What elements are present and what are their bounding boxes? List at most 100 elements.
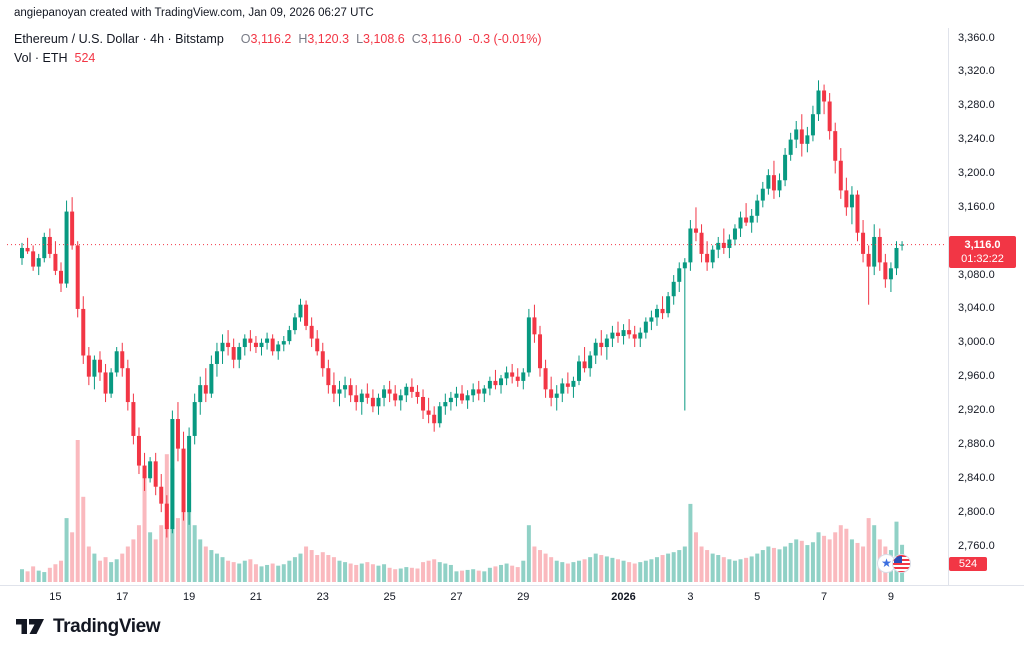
price-tick-label: 3,040.0 [958,302,995,315]
volume-bar [866,518,871,582]
volume-bar [309,550,314,582]
volume-label[interactable]: Vol · ETH [14,50,68,65]
candle-body [565,383,570,387]
volume-bar [36,570,41,582]
volume-bar [75,440,80,582]
volume-bar [81,496,86,582]
volume-bar [838,525,843,582]
volume-bar [64,518,69,582]
candle-body [281,341,286,345]
candle-body [632,334,637,339]
volume-bar [671,552,676,582]
candle-body [343,385,348,390]
candle-body [660,308,665,314]
volume-bar [315,555,320,582]
candle-body [292,317,297,331]
candle-body [320,351,325,369]
candle-body [187,435,192,513]
time-axis[interactable]: 15 17 19 21 23 25 27 29 2026 3 5 7 9 [0,585,1024,612]
candle-body [844,190,849,208]
volume-bar [304,546,309,582]
tradingview-logo-text: TradingView [53,615,161,637]
candle-body [588,355,593,369]
candle-body [209,363,214,394]
candle-body [131,402,136,436]
volume-bar [287,560,292,582]
price-tick-label: 2,800.0 [958,505,995,518]
candle-body [671,281,676,297]
candle-body [549,389,554,398]
volume-bar [320,552,325,582]
volume-bar [666,553,671,582]
volume-bar [526,525,531,582]
volume-bar [337,560,342,582]
candle-body [86,355,91,377]
volume-bar [810,542,815,582]
volume-bar [510,565,515,582]
symbol-info-row: Ethereum / U.S. Dollar · 4h · Bitstamp O… [14,29,542,48]
volume-bar [220,557,225,582]
candle-body [816,90,821,115]
volume-bar [181,503,186,582]
tradingview-logo[interactable]: TradingView [16,615,161,638]
time-tick-label: 27 [450,591,463,603]
candle-body [70,211,75,246]
volume-bar [125,546,130,582]
candle-body [894,247,899,269]
volume-bar [114,559,119,582]
volume-bar [281,564,286,582]
price-axis[interactable]: 3,360.0 3,320.0 3,280.0 3,240.0 3,200.0 3,160… [948,28,1024,585]
volume-bar [482,571,487,582]
volume-bar [621,560,626,582]
low-value: 3,108.6 [363,31,405,46]
candle-body [387,389,392,394]
sticker-icons[interactable]: ★ [877,554,911,573]
volume-bar [209,550,214,582]
volume-bar [203,546,208,582]
volume-bar [460,570,465,582]
symbol-title[interactable]: Ethereum / U.S. Dollar · 4h · Bitstamp [14,31,224,46]
candle-body [64,211,69,284]
candle-body [855,194,860,233]
volume-bar [604,556,609,582]
volume-axis-badge: 524 [949,557,987,571]
volume-bar [799,540,804,582]
time-tick-label: 21 [249,591,263,603]
candle-body [170,419,175,530]
candle-body [237,347,242,360]
candle-body [654,308,659,318]
candle-body [861,232,866,254]
volume-bar [259,566,264,582]
candle-body [638,332,643,339]
volume-bar [292,557,297,582]
candle-body [248,338,253,343]
close-value: 3,116.0 [420,31,462,46]
candle-body [783,154,788,181]
candle-body [738,217,743,229]
candle-body [705,253,710,263]
price-tick-label: 3,280.0 [958,99,995,112]
volume-value: 524 [74,50,96,65]
star-sticker-icon[interactable]: ★ [877,554,896,573]
candle-body [103,372,108,394]
candle-body [454,393,459,398]
volume-bar [627,562,632,582]
candle-body [888,268,893,280]
candle-body [487,380,492,389]
price-tick-label: 3,160.0 [958,200,995,213]
volume-bar [298,553,303,582]
high-label: H [298,31,308,46]
candle-body [627,330,632,335]
volume-bar [560,562,565,582]
flag-sticker-icon[interactable] [892,554,911,573]
volume-bar [732,560,737,582]
volume-bar [142,475,147,582]
candle-body [393,393,398,401]
price-tick-label: 3,080.0 [958,268,995,281]
volume-bar [103,557,108,582]
volume-bar [515,567,520,582]
candle-body [482,388,487,394]
candle-body [242,338,247,348]
candle-body [827,101,832,132]
